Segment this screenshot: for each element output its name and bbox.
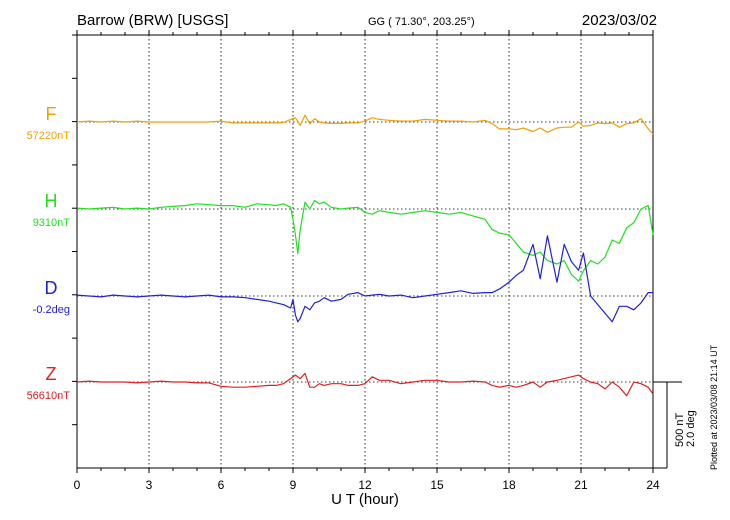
series-name-z: Z	[46, 364, 57, 384]
series-line-h	[76, 199, 654, 282]
station-title: Barrow (BRW) [USGS]	[77, 12, 228, 29]
scale-bar-deg: 2.0 deg	[685, 410, 697, 447]
series-group: F 57220nT H 9310nT D -0.2deg Z 56610nT	[27, 104, 654, 402]
x-tick-label: 9	[290, 478, 297, 492]
x-tick-label: 15	[430, 478, 444, 492]
x-tick-label: 0	[74, 478, 81, 492]
x-axis: 0 3 6 9 12 15 18 21 24	[72, 30, 660, 492]
baseline-label-d: -0.2deg	[33, 304, 70, 316]
scale-bar-nt: 500 nT	[674, 412, 686, 447]
coordinates-label: GG ( 71.30°, 203.25°)	[368, 16, 475, 28]
series-name-h: H	[45, 191, 58, 211]
series-line-z	[76, 372, 654, 397]
date-label: 2023/03/02	[582, 12, 657, 29]
series-line-f	[76, 114, 654, 135]
scale-bar: 500 nT 2.0 deg	[653, 381, 697, 469]
series-line-d	[76, 235, 653, 323]
series-name-f: F	[46, 104, 57, 124]
series-name-d: D	[45, 278, 58, 298]
x-tick-label: 12	[358, 478, 372, 492]
x-tick-label: 3	[146, 478, 153, 492]
x-tick-label: 6	[218, 478, 225, 492]
baseline-label-h: 9310nT	[33, 217, 71, 229]
x-tick-label: 18	[502, 478, 516, 492]
baseline-label-f: 57220nT	[27, 130, 71, 142]
plotted-at-note: Plotted at 2023/03/08 21:14 UT	[709, 344, 719, 470]
x-axis-label: U T (hour)	[331, 491, 399, 508]
x-tick-label: 24	[646, 478, 660, 492]
x-tick-label: 21	[574, 478, 588, 492]
baseline-label-z: 56610nT	[27, 390, 71, 402]
